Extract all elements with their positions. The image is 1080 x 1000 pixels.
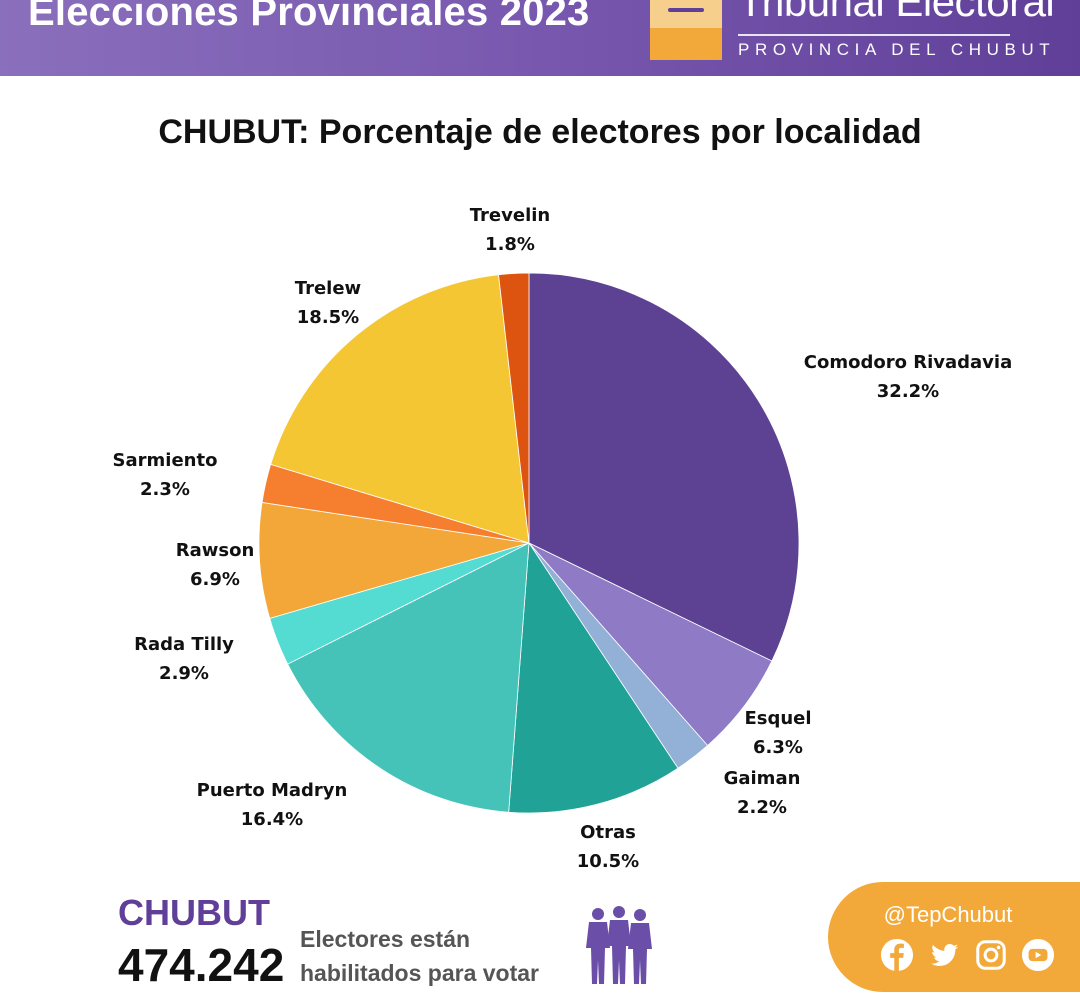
label-comodoro-rivadavia-value: 32.2% <box>876 381 940 402</box>
twitter-icon[interactable] <box>927 938 961 972</box>
pie-slice-puerto-madryn <box>287 542 530 813</box>
instagram-icon[interactable] <box>974 938 1008 972</box>
social-panel: @TepChubut <box>828 882 1080 992</box>
chart-title: CHUBUT: Porcentaje de electores por loca… <box>158 113 922 151</box>
label-rawson-value: 6.9% <box>190 569 240 590</box>
label-esquel: Esquel 6.3% <box>744 704 811 762</box>
footer-province: CHUBUT <box>118 892 270 933</box>
youtube-icon[interactable] <box>1021 938 1055 972</box>
label-sarmiento-name: Sarmiento <box>112 450 218 471</box>
pie-slice-rawson <box>258 501 530 619</box>
page-title: Elecciones Provinciales 2023 <box>28 0 590 34</box>
label-trelew-value: 18.5% <box>296 307 360 328</box>
facebook-icon[interactable] <box>880 938 914 972</box>
label-trevelin-value: 1.8% <box>485 234 535 255</box>
label-otras: Otras 10.5% <box>577 818 639 876</box>
label-gaiman-value: 2.2% <box>737 797 787 818</box>
label-puerto-madryn: Puerto Madryn 16.4% <box>197 776 348 834</box>
social-icons <box>880 938 1055 974</box>
label-esquel-name: Esquel <box>744 708 812 729</box>
pie-slice-trevelin <box>498 272 530 544</box>
label-gaiman: Gaiman 2.2% <box>724 764 801 822</box>
brand-subtitle: PROVINCIA DEL CHUBUT <box>738 40 1056 59</box>
brand-name: Tribunal Electoral <box>738 0 1055 25</box>
pie-slice-otras <box>508 541 679 814</box>
label-trevelin: Trevelin 1.8% <box>470 201 550 259</box>
label-rada-tilly-value: 2.9% <box>159 663 209 684</box>
header-banner: Elecciones Provinciales 2023 Tribunal El… <box>0 0 1080 76</box>
voters-people-icon <box>586 906 652 984</box>
voter-count: 474.242 <box>118 939 285 991</box>
label-puerto-madryn-value: 16.4% <box>240 809 304 830</box>
ballot-box-logo-icon <box>650 0 722 60</box>
brand-divider <box>738 34 1010 36</box>
label-comodoro-rivadavia-name: Comodoro Rivadavia <box>803 352 1013 373</box>
label-comodoro-rivadavia: Comodoro Rivadavia 32.2% <box>804 348 1012 406</box>
label-trevelin-name: Trevelin <box>469 205 551 226</box>
label-sarmiento: Sarmiento 2.3% <box>113 446 218 504</box>
label-gaiman-name: Gaiman <box>723 768 801 789</box>
pie-slice-comodoro-rivadavia <box>528 272 800 662</box>
voter-caption-line1: Electores están <box>300 926 471 952</box>
social-handle[interactable]: @TepChubut <box>883 902 1013 927</box>
voter-caption: Electores están habilitados para votar <box>300 922 539 990</box>
voter-caption-line2: habilitados para votar <box>300 960 540 986</box>
label-otras-name: Otras <box>580 822 636 843</box>
label-trelew: Trelew 18.5% <box>295 274 361 332</box>
label-trelew-name: Trelew <box>294 278 362 299</box>
label-sarmiento-value: 2.3% <box>140 479 190 500</box>
label-otras-value: 10.5% <box>576 851 640 872</box>
label-rawson: Rawson 6.9% <box>176 536 255 594</box>
label-puerto-madryn-name: Puerto Madryn <box>196 780 348 801</box>
label-rawson-name: Rawson <box>175 540 255 561</box>
label-rada-tilly-name: Rada Tilly <box>134 634 234 655</box>
pie-slice-trelew <box>270 274 530 544</box>
label-rada-tilly: Rada Tilly 2.9% <box>134 630 234 688</box>
label-esquel-value: 6.3% <box>753 737 803 758</box>
